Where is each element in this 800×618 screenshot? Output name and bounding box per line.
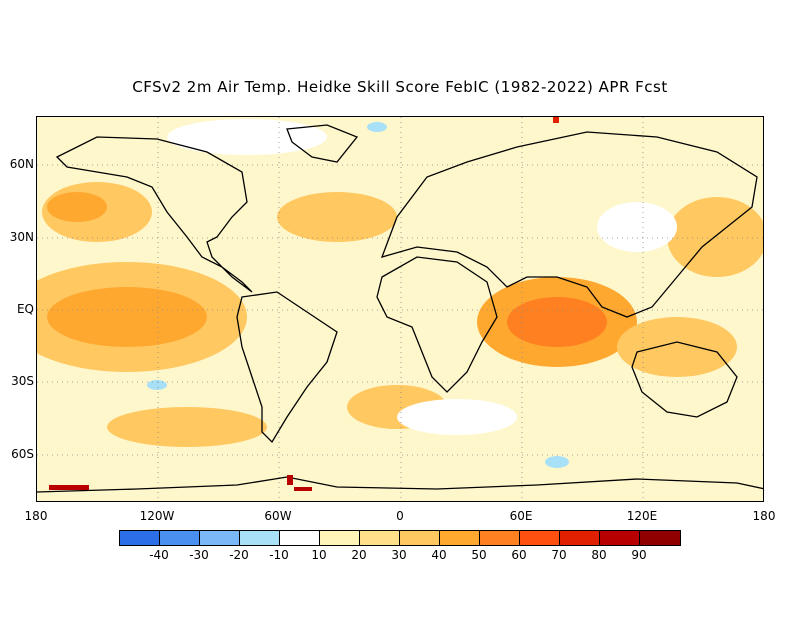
lon-label-180w: 180: [24, 509, 48, 523]
skill-blob: [507, 297, 607, 347]
colorbar-tick-label: -10: [269, 548, 289, 562]
lat-label-60n: 60N: [9, 157, 34, 171]
colorbar-swatch: [640, 531, 680, 545]
lon-label-60w: 60W: [264, 509, 292, 523]
skill-blob: [167, 119, 327, 155]
colorbar-tick-label: -20: [229, 548, 249, 562]
colorbar-tick-label: 50: [471, 548, 487, 562]
lat-label-30n: 30N: [9, 230, 34, 244]
colorbar-tick-label: 30: [391, 548, 407, 562]
colorbar-tick-label: 40: [431, 548, 447, 562]
colorbar-swatch: [480, 531, 520, 545]
colorbar-swatch: [320, 531, 360, 545]
antarctic-peak-patches: [49, 117, 559, 491]
skill-blob: [47, 287, 207, 347]
lon-label-60e: 60E: [509, 509, 533, 523]
australia-coast: [631, 341, 738, 418]
colorbar-swatch: [280, 531, 320, 545]
skill-blob: [47, 192, 107, 222]
skill-score-map: [36, 116, 764, 502]
colorbar-tick-label: 60: [511, 548, 527, 562]
south-america-coast: [236, 291, 338, 444]
north-america-coast: [55, 136, 253, 293]
colorbar-tick-label: 90: [631, 548, 647, 562]
colorbar-swatch: [120, 531, 160, 545]
skill-blob: [617, 317, 737, 377]
colorbar-tick-label: 10: [311, 548, 327, 562]
colorbar-swatch: [400, 531, 440, 545]
skill-blob: [545, 456, 569, 468]
lat-label-eq: EQ: [16, 302, 34, 316]
colorbar-swatch: [200, 531, 240, 545]
colorbar-swatch: [440, 531, 480, 545]
colorbar-swatch: [160, 531, 200, 545]
skill-blob: [367, 122, 387, 132]
colorbar-swatch: [520, 531, 560, 545]
colorbar-tick-label: -30: [189, 548, 209, 562]
lon-label-120e: 120E: [626, 509, 658, 523]
lon-label-0: 0: [396, 509, 404, 523]
skill-blob: [597, 202, 677, 252]
colorbar-tick-label: 70: [551, 548, 567, 562]
skill-blob: [397, 399, 517, 435]
lon-label-180e: 180: [752, 509, 776, 523]
colorbar-swatch: [360, 531, 400, 545]
colorbar: [119, 530, 681, 546]
colorbar-swatch: [240, 531, 280, 545]
lon-label-120w: 120W: [139, 509, 175, 523]
colorbar-tick-label: 80: [591, 548, 607, 562]
lat-label-60s: 60S: [11, 447, 34, 461]
greenland-coast: [286, 124, 359, 163]
colorbar-swatch: [560, 531, 600, 545]
colorbar-tick-label: 20: [351, 548, 367, 562]
europe-asia-coast: [380, 131, 758, 318]
map-svg: [37, 117, 763, 501]
antarctica-coast: [37, 476, 763, 493]
skill-field: [37, 119, 763, 468]
chart-title: CFSv2 2m Air Temp. Heidke Skill Score Fe…: [132, 78, 668, 96]
colorbar-tick-label: -40: [149, 548, 169, 562]
coastlines: [37, 124, 763, 493]
africa-coast: [376, 256, 498, 393]
colorbar-swatch: [600, 531, 640, 545]
skill-blob: [147, 380, 167, 390]
skill-blob: [107, 407, 267, 447]
skill-blob: [277, 192, 397, 242]
lat-label-30s: 30S: [11, 374, 34, 388]
